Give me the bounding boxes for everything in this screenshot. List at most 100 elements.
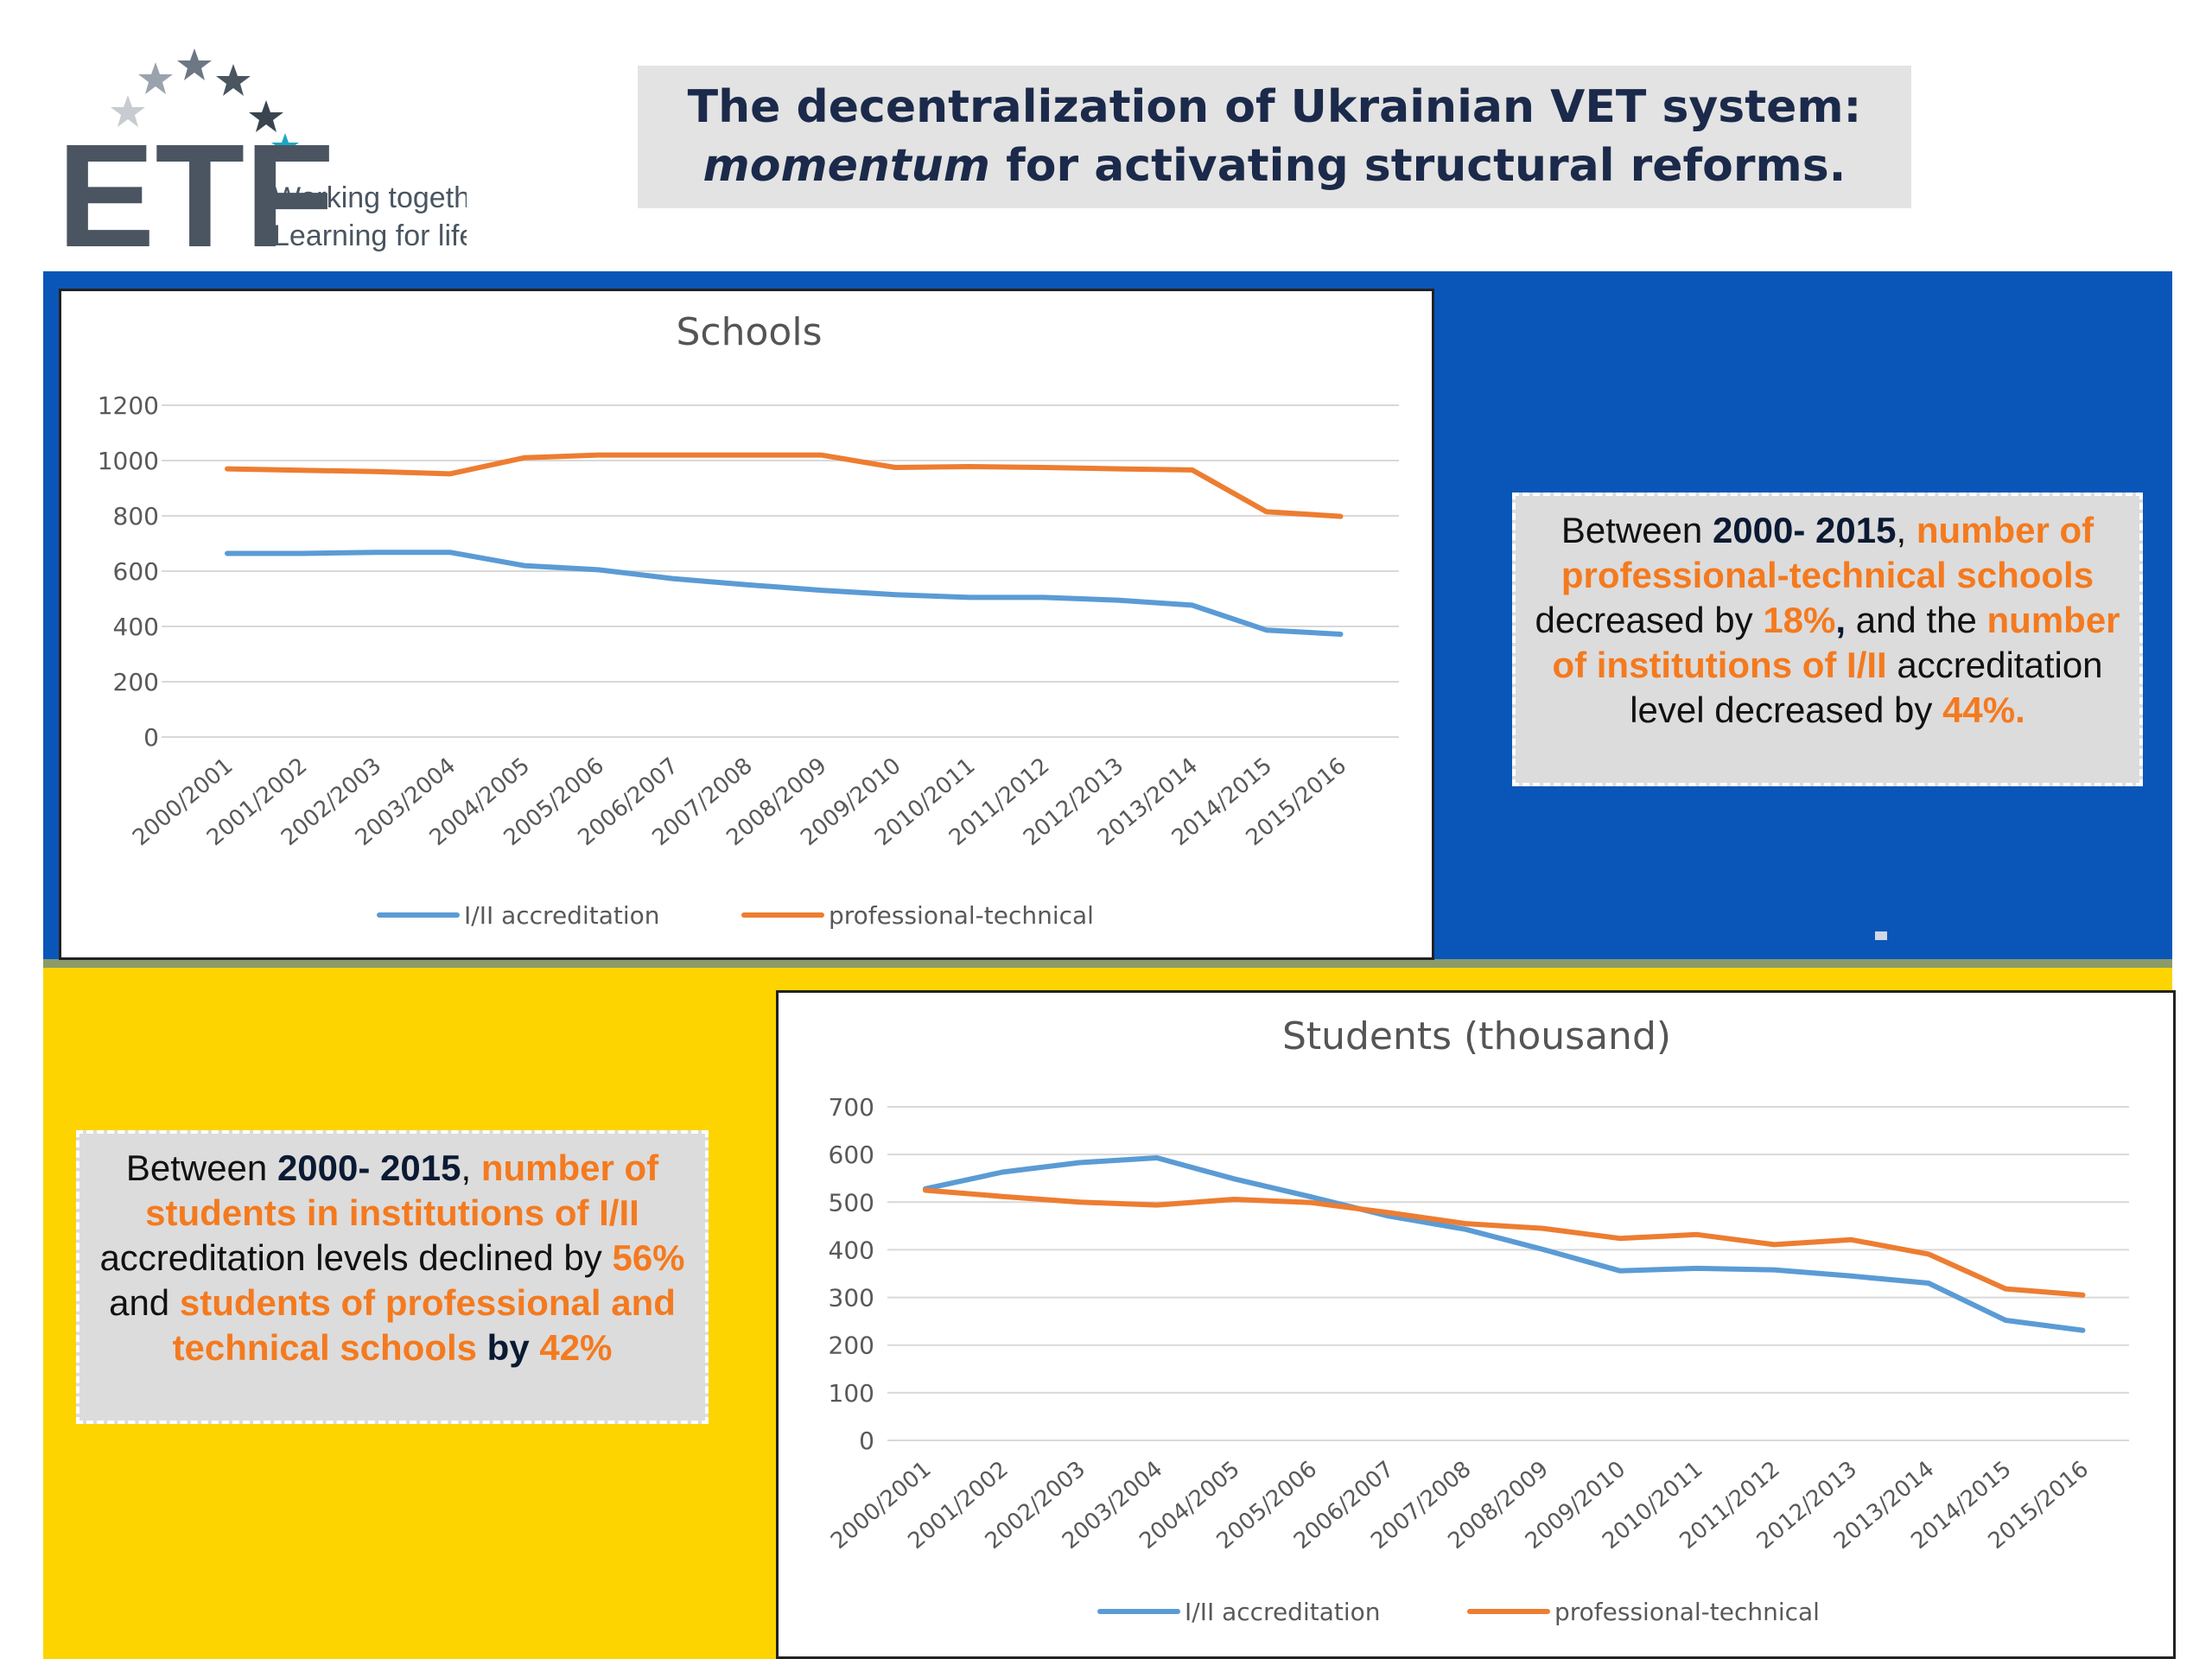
data-point: [1618, 1268, 1622, 1273]
note-highlight: 18%: [1763, 600, 1836, 640]
note-text: ,: [1896, 510, 1916, 550]
data-point: [924, 1188, 927, 1192]
data-point: [2081, 1328, 2085, 1332]
y-tick-label: 1200: [98, 391, 159, 420]
note-highlight: students of professional and technical s…: [172, 1282, 676, 1368]
note-bold: 2000- 2015: [276, 1147, 461, 1188]
star-icon: [271, 133, 299, 158]
y-tick-label: 800: [113, 502, 159, 531]
star-icon: [177, 48, 212, 80]
note-text: and the: [1846, 600, 1987, 640]
students-chart: Students (thousand) 0 100 200 300 400 500 600 70…: [826, 1014, 2129, 1626]
data-point: [968, 465, 971, 469]
note-text: accreditation level decreased by: [1630, 645, 2103, 730]
note-bold: ,: [1835, 600, 1847, 640]
title-italic: momentum: [702, 140, 990, 192]
title-line2-rest: for activating structural reforms.: [990, 140, 1847, 192]
note-highlight: 56%: [612, 1237, 685, 1278]
data-point: [1116, 467, 1120, 471]
data-point: [2081, 1293, 2085, 1297]
data-point: [893, 466, 898, 469]
data-point: [968, 595, 971, 600]
data-point: [1001, 1194, 1005, 1198]
data-point: [1338, 632, 1343, 636]
note-text: decreased by: [1535, 600, 1764, 640]
star-icon: [216, 64, 251, 96]
y-tick-label: 700: [829, 1093, 874, 1122]
series-line-0: [923, 1155, 2086, 1333]
y-tick-label: 200: [113, 668, 159, 696]
data-point: [448, 550, 452, 555]
data-point: [1264, 510, 1268, 514]
y-tick-label: 600: [113, 557, 159, 586]
y-tick-label: 100: [829, 1379, 874, 1408]
chart-title: Schools: [677, 310, 823, 354]
legend-label: I/II accreditation: [1185, 1598, 1381, 1626]
data-point: [893, 593, 898, 597]
data-point: [1116, 598, 1120, 602]
data-point: [1077, 1200, 1082, 1205]
data-point: [1309, 1200, 1313, 1205]
note-highlight: 44%.: [1942, 690, 2025, 730]
data-point: [1077, 1160, 1082, 1165]
tagline-line1: Working together: [273, 181, 467, 214]
note-text: accreditation levels declined by: [99, 1237, 613, 1278]
chart-title: Students (thousand): [1282, 1014, 1671, 1058]
series-line-1: [923, 1187, 2086, 1298]
note-bold: 2000- 2015: [1712, 510, 1897, 550]
star-icon: [111, 95, 145, 127]
data-point: [1190, 467, 1194, 472]
note-highlight: number of students in institutions of I/…: [145, 1147, 659, 1233]
data-point: [1041, 595, 1046, 600]
data-point: [819, 588, 823, 593]
schools-summary-note: Between 2000- 2015, number of profession…: [1512, 493, 2143, 786]
data-point: [522, 455, 526, 460]
star-icon: [249, 100, 283, 132]
data-point: [1772, 1268, 1777, 1272]
schools-chart: Schools0200400600800100012002000/2001200…: [98, 310, 1399, 930]
data-point: [596, 568, 601, 572]
note-text: Between: [125, 1147, 277, 1188]
data-point: [373, 469, 378, 474]
data-point: [1154, 1203, 1159, 1207]
data-point: [1695, 1266, 1699, 1270]
data-point: [1386, 1211, 1390, 1215]
note-text: and: [109, 1282, 180, 1323]
students-summary-note: Between 2000- 2015, number of students i…: [76, 1130, 709, 1424]
data-point: [1541, 1247, 1545, 1251]
y-tick-label: 500: [829, 1188, 874, 1217]
y-tick-label: 0: [859, 1427, 874, 1455]
data-point: [299, 468, 303, 473]
data-point: [596, 453, 601, 457]
y-tick-label: 200: [829, 1332, 874, 1360]
y-tick-label: 300: [829, 1284, 874, 1313]
data-point: [819, 453, 823, 457]
tagline-line2: Learning for life: [273, 219, 467, 252]
data-point: [1541, 1226, 1545, 1230]
data-point: [1464, 1227, 1468, 1231]
y-tick-label: 600: [829, 1141, 874, 1169]
title-line2: momentum for activating structural refor…: [638, 137, 1911, 195]
note-bold: by: [477, 1327, 540, 1368]
data-point: [1849, 1274, 1853, 1278]
data-point: [1232, 1197, 1236, 1201]
y-tick-label: 400: [113, 613, 159, 641]
band-divider: [43, 959, 2172, 968]
data-point: [299, 551, 303, 556]
data-point: [671, 453, 675, 457]
star-icon: [138, 62, 173, 94]
data-point: [1190, 603, 1194, 607]
schools-chart-panel: Schools 0 200 400 600 800 1000 1200 2000/2001 200…: [59, 289, 1434, 960]
series-line-1: [225, 452, 1344, 519]
data-point: [745, 453, 749, 457]
title-line1: The decentralization of Ukrainian VET sy…: [687, 81, 1862, 133]
etf-letters: ETF: [57, 114, 334, 259]
note-highlight: number of institutions of I/II: [1552, 600, 2120, 685]
page-title: The decentralization of Ukrainian VET sy…: [638, 66, 1911, 208]
data-point: [1264, 628, 1268, 632]
note-text: ,: [461, 1147, 481, 1188]
data-point: [671, 576, 675, 581]
data-point: [1154, 1156, 1159, 1160]
data-point: [448, 472, 452, 476]
data-point: [1926, 1252, 1930, 1256]
